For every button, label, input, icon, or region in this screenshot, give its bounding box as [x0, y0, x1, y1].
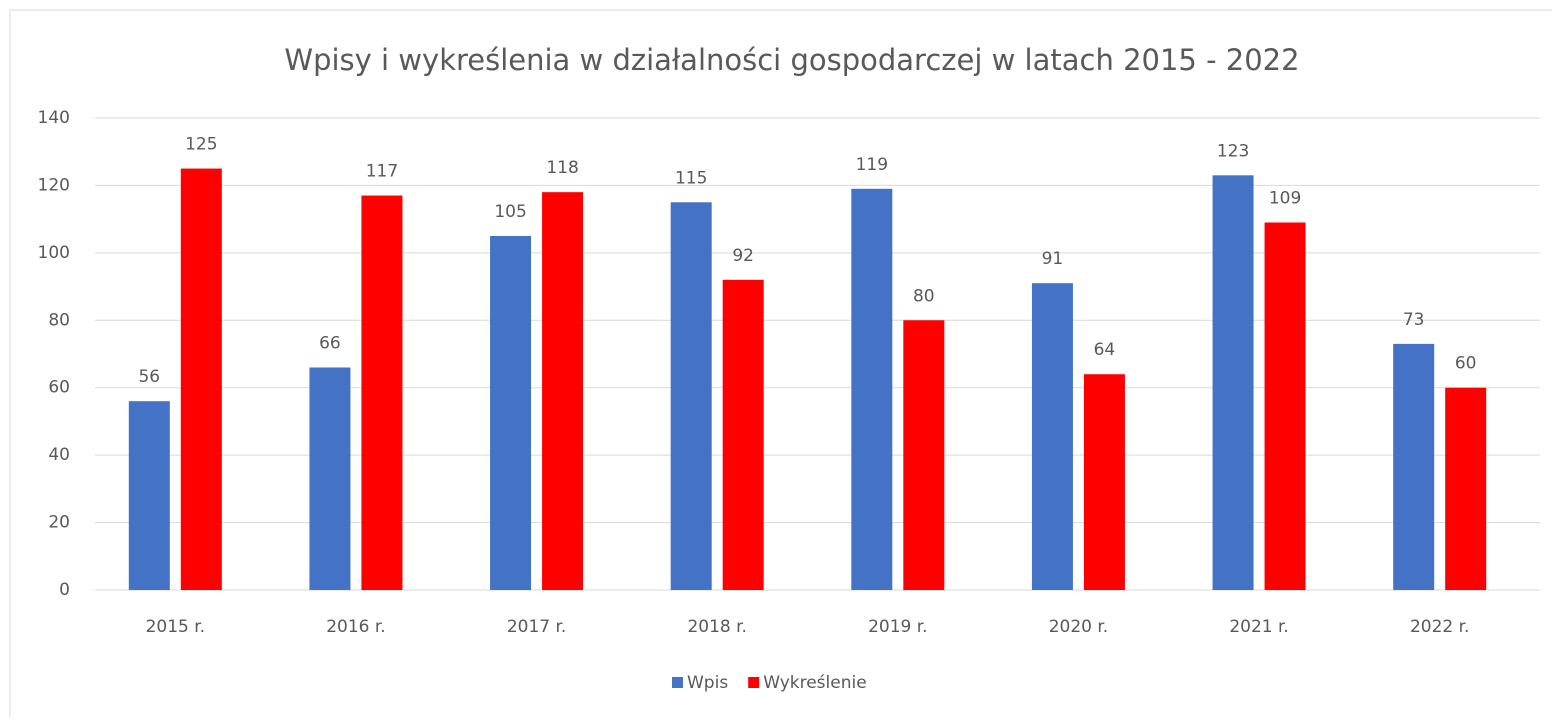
data-label: 123	[1217, 141, 1249, 161]
y-tick-label: 0	[59, 580, 70, 600]
bar	[180, 168, 222, 591]
data-label: 73	[1403, 310, 1425, 330]
data-label: 64	[1094, 340, 1116, 360]
x-tick-label: 2015 r.	[146, 617, 206, 637]
y-tick-label: 40	[48, 445, 70, 465]
x-tick-label: 2019 r.	[868, 617, 928, 637]
chart-title: Wpisy i wykreślenia w działalności gospo…	[284, 43, 1299, 77]
y-tick-label: 80	[48, 310, 70, 330]
y-tick-label: 60	[48, 378, 70, 398]
data-label: 92	[732, 246, 754, 266]
data-label: 80	[913, 286, 935, 306]
data-label: 115	[675, 168, 707, 188]
x-tick-label: 2022 r.	[1410, 617, 1470, 637]
bar	[1264, 222, 1306, 590]
chart-border	[9, 9, 1552, 721]
bar	[1212, 175, 1254, 591]
data-label: 119	[856, 155, 888, 175]
bar	[1031, 283, 1073, 590]
x-tick-label: 2018 r.	[687, 617, 747, 637]
x-tick-label: 2021 r.	[1229, 617, 1289, 637]
data-label: 60	[1455, 354, 1477, 374]
bar	[722, 279, 764, 590]
bar	[490, 236, 532, 590]
data-label: 91	[1042, 249, 1064, 269]
data-label: 125	[185, 135, 217, 155]
legend-swatch	[748, 677, 760, 688]
bar	[542, 192, 584, 590]
legend-label: Wpis	[687, 673, 728, 693]
data-label: 56	[138, 367, 160, 387]
y-tick-label: 100	[38, 243, 70, 263]
bar	[1083, 374, 1125, 590]
bar	[903, 320, 945, 590]
data-label: 117	[366, 162, 398, 182]
legend-label: Wykreślenie	[763, 673, 867, 693]
bar	[361, 195, 403, 591]
y-tick-label: 20	[48, 513, 70, 533]
legend-swatch	[672, 677, 683, 688]
y-tick-label: 120	[38, 175, 70, 195]
data-label: 105	[494, 202, 526, 222]
x-tick-label: 2016 r.	[326, 617, 386, 637]
x-tick-label: 2017 r.	[507, 617, 567, 637]
data-label: 109	[1269, 189, 1301, 209]
y-tick-label: 140	[38, 108, 70, 128]
data-label: 66	[319, 333, 341, 353]
data-label: 118	[546, 158, 578, 178]
x-tick-label: 2020 r.	[1049, 617, 1109, 637]
bar	[1445, 387, 1487, 590]
bar	[128, 401, 170, 590]
bar	[309, 367, 351, 590]
bar	[1393, 343, 1435, 590]
bar	[670, 202, 712, 591]
bar	[851, 188, 893, 591]
